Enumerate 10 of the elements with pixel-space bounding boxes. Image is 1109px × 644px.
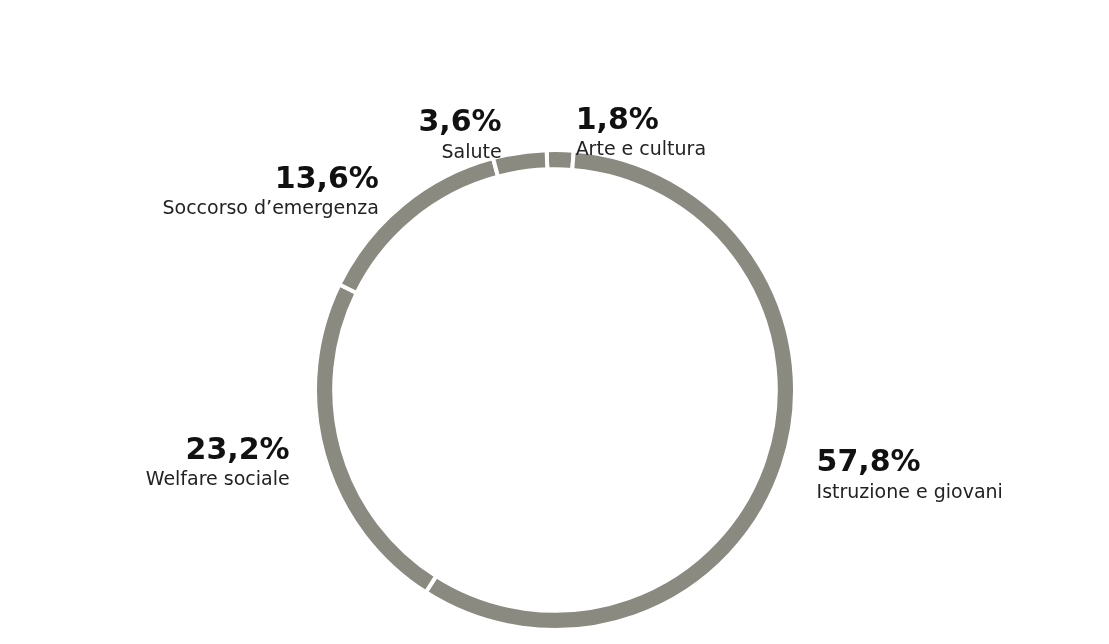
data-label: 3,6% [418,103,502,139]
data-label: 1,8% [575,100,659,136]
data-label: 23,2% [185,430,290,466]
slice-label: Istruzione e giovani [816,479,1003,502]
slice-label: Salute [441,139,502,162]
slice-label: Welfare sociale [145,467,290,490]
slice-label: Arte e cultura [575,137,707,160]
data-label: 13,6% [274,159,379,195]
slice-label: Soccorso d’emergenza [162,196,379,219]
data-label: 57,8% [816,443,921,479]
